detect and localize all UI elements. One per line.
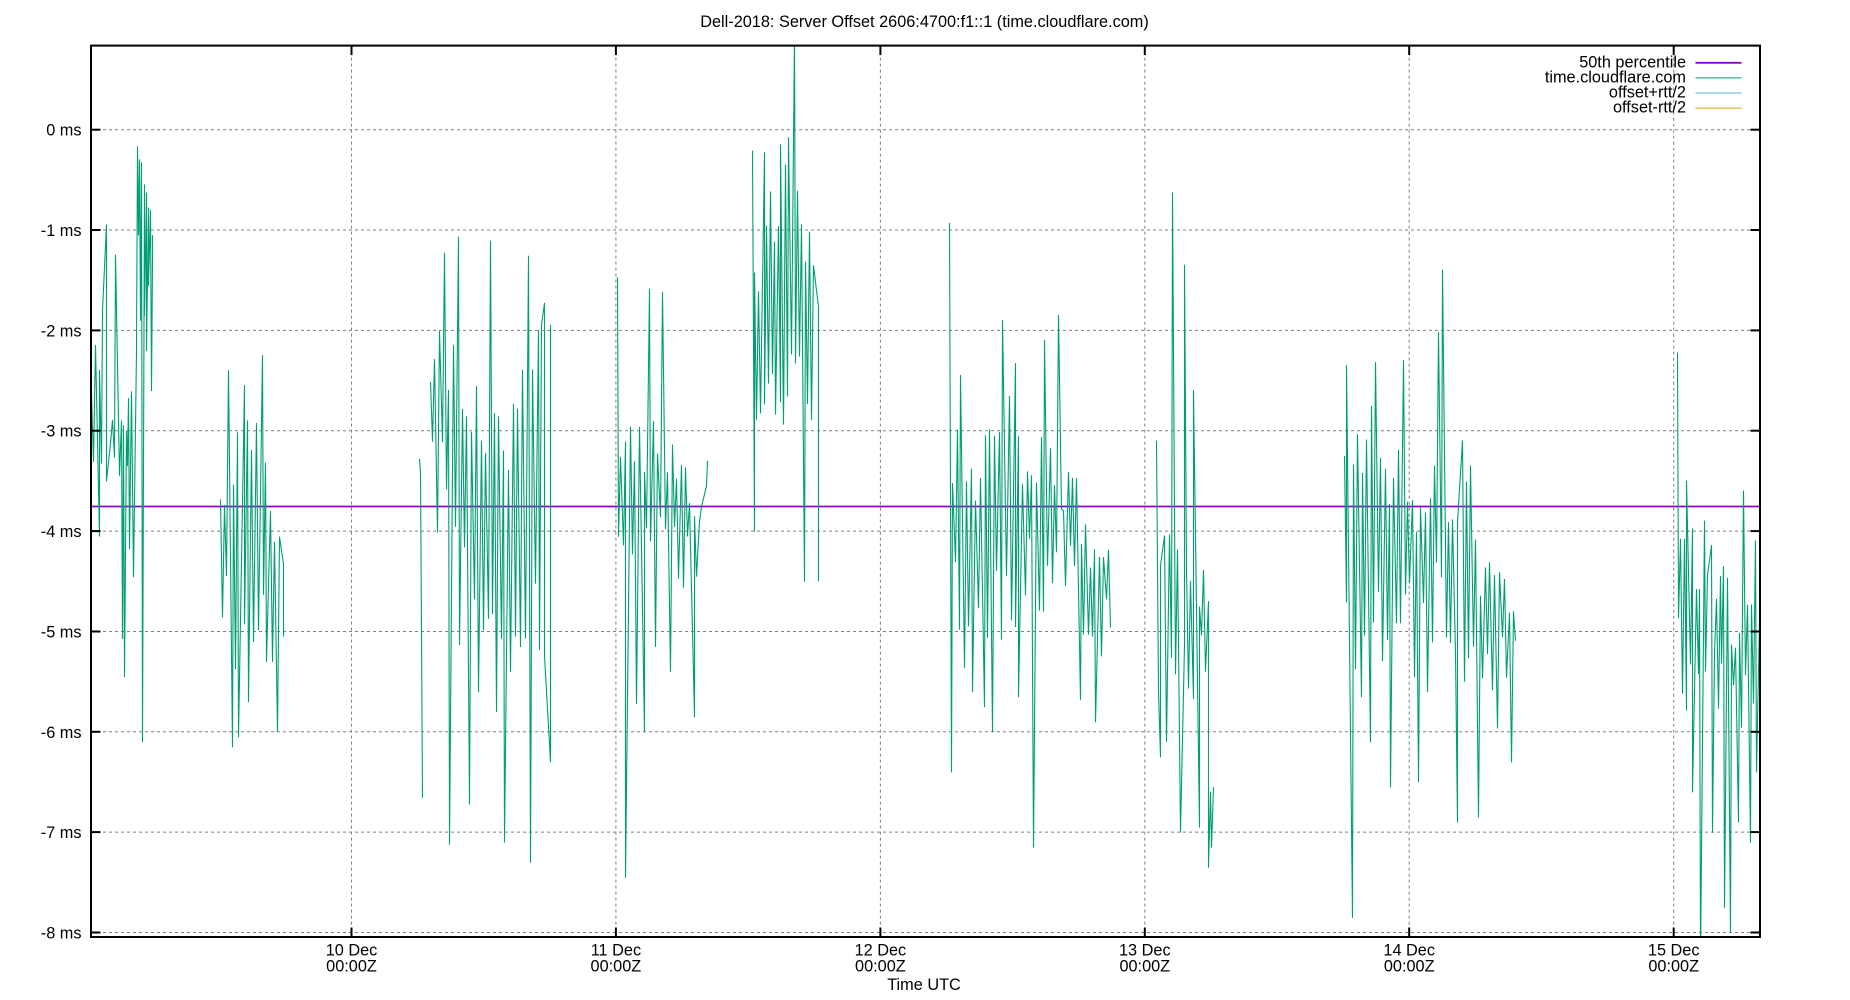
svg-text:-6 ms: -6 ms	[41, 724, 82, 742]
svg-text:Dell-2018: Server Offset 2606:: Dell-2018: Server Offset 2606:4700:f1::1…	[700, 13, 1149, 31]
svg-text:00:00Z: 00:00Z	[1119, 958, 1170, 976]
svg-text:time.cloudflare.com: time.cloudflare.com	[1545, 68, 1686, 86]
svg-text:00:00Z: 00:00Z	[591, 958, 642, 976]
svg-text:Time UTC: Time UTC	[887, 976, 961, 994]
svg-text:10 Dec: 10 Dec	[326, 942, 378, 960]
svg-text:offset+rtt/2: offset+rtt/2	[1609, 84, 1686, 102]
svg-text:-1 ms: -1 ms	[41, 222, 82, 240]
svg-text:14 Dec: 14 Dec	[1383, 942, 1435, 960]
svg-text:15 Dec: 15 Dec	[1648, 942, 1700, 960]
svg-text:00:00Z: 00:00Z	[1384, 958, 1435, 976]
svg-text:00:00Z: 00:00Z	[855, 958, 906, 976]
svg-text:offset-rtt/2: offset-rtt/2	[1613, 99, 1686, 117]
svg-text:-5 ms: -5 ms	[41, 624, 82, 642]
svg-text:13 Dec: 13 Dec	[1119, 942, 1171, 960]
svg-text:0 ms: 0 ms	[46, 122, 81, 140]
svg-text:-2 ms: -2 ms	[41, 322, 82, 340]
svg-text:-3 ms: -3 ms	[41, 423, 82, 441]
svg-text:-7 ms: -7 ms	[41, 824, 82, 842]
svg-text:00:00Z: 00:00Z	[1648, 958, 1699, 976]
svg-text:11 Dec: 11 Dec	[591, 942, 641, 960]
svg-text:00:00Z: 00:00Z	[326, 958, 377, 976]
svg-text:12 Dec: 12 Dec	[855, 942, 907, 960]
svg-text:50th percentile: 50th percentile	[1579, 53, 1686, 71]
svg-text:-4 ms: -4 ms	[41, 523, 82, 541]
svg-text:-8 ms: -8 ms	[41, 925, 82, 943]
